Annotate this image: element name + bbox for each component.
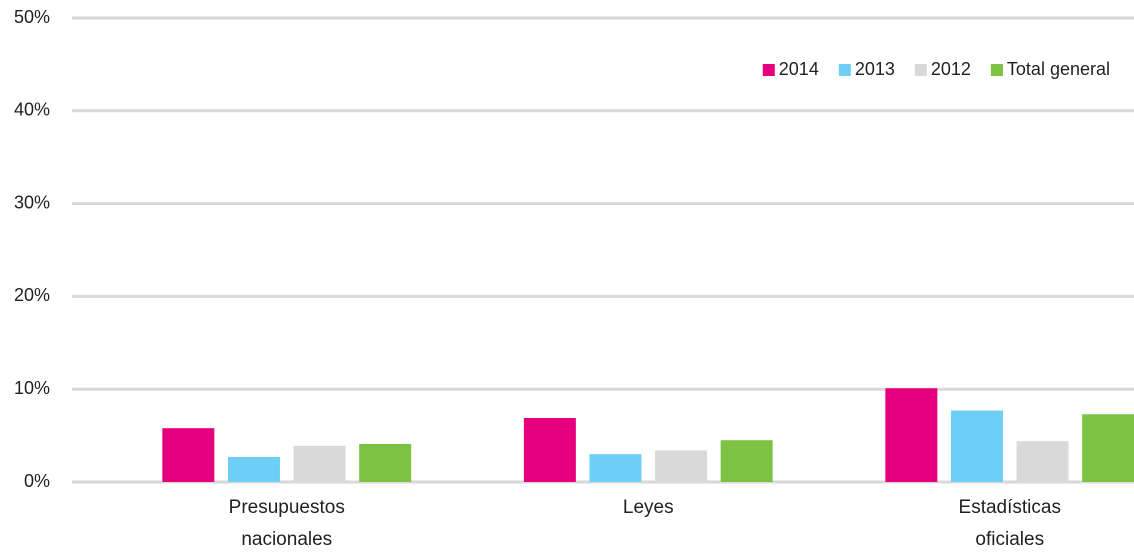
legend-label: Total general [1007, 59, 1110, 79]
legend-label: 2013 [855, 59, 895, 79]
y-tick-label: 30% [14, 192, 50, 212]
bar [293, 445, 346, 482]
bar [720, 440, 773, 482]
bar [227, 456, 280, 482]
x-tick-label: Leyes [622, 497, 674, 518]
legend-swatch [990, 64, 1003, 76]
bar [950, 410, 1003, 482]
legend-label: 2012 [931, 59, 971, 79]
x-tick-label: Presupuestos nacionales [228, 497, 345, 550]
y-tick-label: 50% [14, 7, 50, 27]
legend-swatch [914, 64, 927, 76]
legend-label: 2014 [779, 59, 819, 79]
bar [1082, 414, 1134, 482]
y-tick-label: 20% [14, 285, 50, 305]
y-tick-label: 10% [14, 378, 50, 398]
bar [589, 454, 642, 482]
x-tick-label: Estadísticas oficiales [958, 497, 1061, 550]
y-tick-label: 0% [24, 471, 50, 491]
bar [359, 443, 412, 482]
bar [885, 388, 938, 482]
y-tick-label: 40% [14, 100, 50, 120]
legend-swatch [838, 64, 851, 76]
legend-swatch [762, 64, 775, 76]
bar [162, 428, 215, 482]
bar [523, 417, 576, 482]
bar [655, 450, 708, 482]
bar [1016, 441, 1069, 482]
